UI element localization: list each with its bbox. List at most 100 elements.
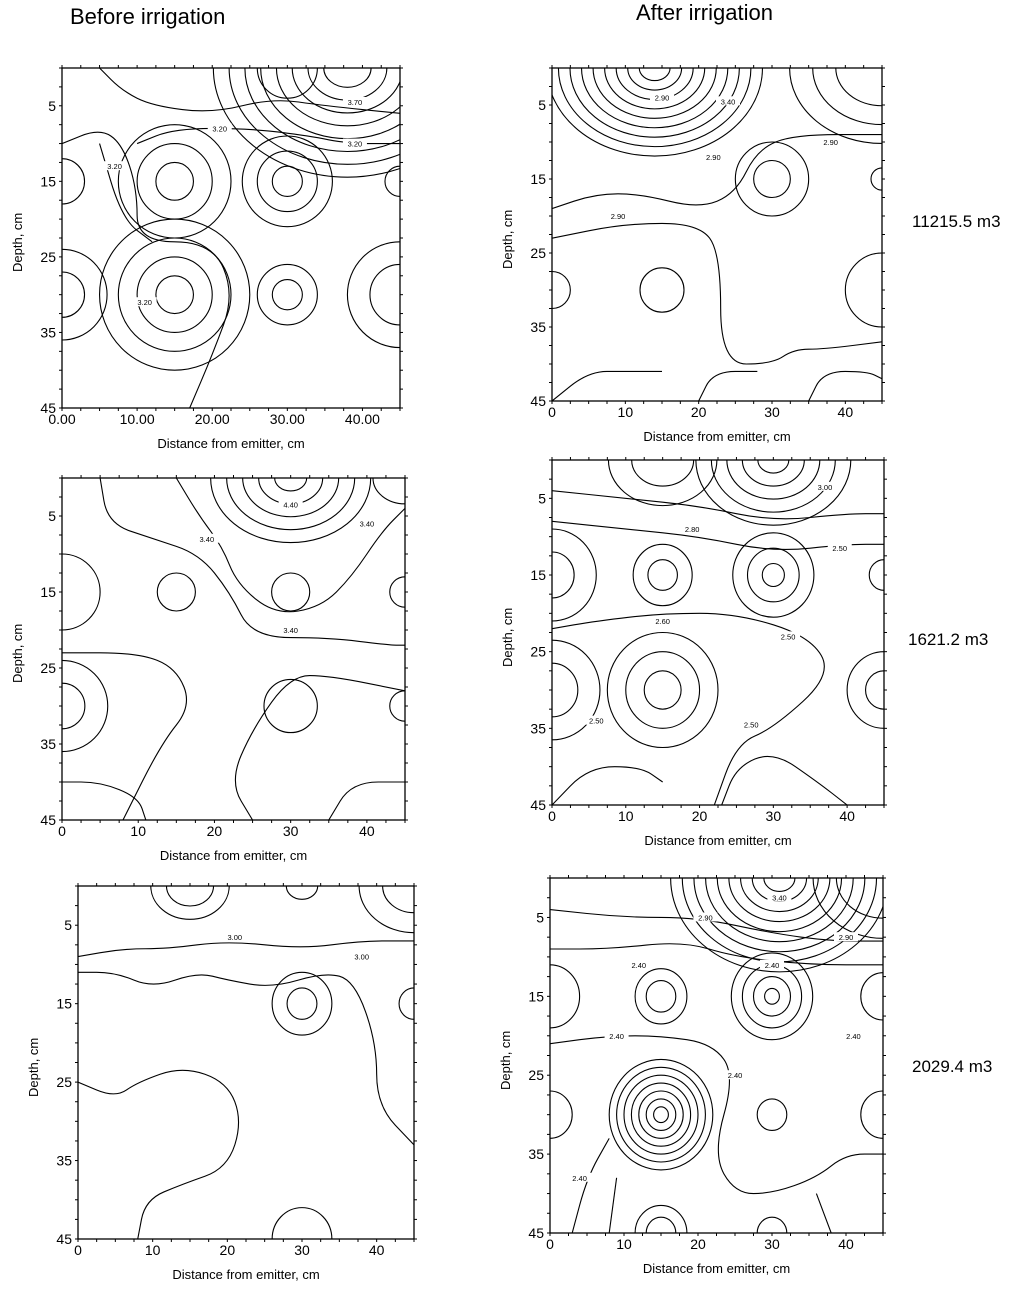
contour-plot: 3.70 3.20 3.20 3.20 3.20 0.00 10.00 20.00 30.00 4…: [40, 65, 403, 427]
isoline: [608, 1177, 618, 1233]
plot-frame: [551, 459, 885, 806]
x-tick-label: 10: [145, 1242, 161, 1258]
isoline: [569, 68, 740, 138]
y-tick-label: 5: [538, 490, 546, 506]
isoline: [117, 124, 232, 239]
x-tick-label: 0: [74, 1242, 82, 1258]
isoline: [741, 460, 805, 487]
isoline: [571, 1138, 610, 1233]
isoline: [156, 572, 196, 612]
isoline: [604, 68, 706, 110]
isoline: [606, 631, 719, 749]
x-tick-label: 10: [616, 1236, 632, 1252]
contour-label: 4.40: [283, 501, 298, 510]
isoline: [285, 886, 319, 900]
isoline: [844, 252, 882, 328]
isoline: [695, 460, 852, 526]
isoline: [552, 612, 825, 805]
contour-label: 3.00: [818, 483, 833, 492]
isoline: [645, 980, 677, 1013]
x-tick-label: 20: [691, 404, 707, 420]
isoline: [730, 952, 814, 1041]
y-tick-label: 45: [40, 812, 56, 828]
contour-label: 2.90: [823, 138, 838, 147]
isoline: [242, 478, 340, 518]
contour-plot: 4.40 3.40 3.40 3.40 0 10 20 30 40 5 15 25 35 45: [40, 475, 408, 839]
isoline: [627, 68, 683, 91]
isoline: [384, 165, 400, 197]
x-tick-label: 20: [207, 823, 223, 839]
isoline: [552, 639, 601, 741]
isolines: [62, 478, 405, 820]
contour-label: 3.20: [137, 298, 152, 307]
y-axis-label: Depth, cm: [10, 212, 25, 272]
contour-label: 3.40: [200, 535, 215, 544]
y-tick-label: 35: [40, 736, 56, 752]
y-axis-label: Depth, cm: [500, 209, 515, 269]
isoline: [263, 678, 318, 734]
isoline: [552, 528, 597, 622]
isoline: [607, 460, 718, 507]
isoline: [638, 1090, 684, 1139]
contour-label: 2.90: [706, 153, 721, 162]
isoline: [846, 651, 884, 729]
isoline: [62, 781, 147, 820]
contour-label: 2.90: [698, 913, 713, 922]
y-tick-label: 15: [40, 173, 56, 189]
contour-panel-after-1: 2.90 3.40 2.90 2.90 2.90 0 10 20 30 40 5 15 25 35 45 Di…: [500, 65, 885, 444]
x-tick-label: 10: [618, 808, 634, 824]
isoline: [78, 971, 414, 1146]
isoline: [741, 964, 803, 1029]
y-axis-label: Depth, cm: [26, 1037, 41, 1097]
x-axis-label: Distance from emitter, cm: [644, 833, 792, 848]
isoline: [234, 675, 405, 820]
contour-label: 3.40: [772, 894, 787, 903]
isoline: [761, 562, 785, 588]
isoline: [647, 559, 678, 591]
isoline: [753, 159, 791, 199]
x-tick-label: 10: [130, 823, 146, 839]
y-axis-label: Depth, cm: [500, 607, 515, 667]
isoline: [271, 279, 303, 311]
x-tick-label: 40: [359, 823, 375, 839]
isoline: [155, 161, 194, 201]
contour-label: 3.00: [354, 953, 369, 962]
isoline: [241, 135, 333, 228]
contour-label: 2.40: [728, 1071, 743, 1080]
x-tick-label: 20: [220, 1242, 236, 1258]
x-tick-label: 40: [839, 808, 855, 824]
isoline: [693, 878, 866, 953]
x-tick-label: 30: [294, 1242, 310, 1258]
row-label-2: 1621.2 m3: [908, 630, 989, 649]
x-tick-label: 20: [690, 1236, 706, 1252]
contour-plot: 3.00 3.00 0 10 20 30 40 5 15 25 35 45: [56, 883, 417, 1258]
y-axis-label: Depth, cm: [10, 623, 25, 683]
isoline: [62, 659, 109, 753]
isoline: [756, 1216, 788, 1233]
y-tick-label: 5: [48, 98, 56, 114]
isoline: [271, 971, 333, 1036]
isoline: [165, 886, 215, 907]
isoline: [592, 68, 717, 119]
isoline: [752, 976, 792, 1017]
isoline: [550, 1035, 883, 1195]
contour-label: 2.90: [655, 94, 670, 103]
isoline: [62, 652, 188, 820]
isoline: [705, 878, 854, 943]
y-tick-label: 25: [56, 1074, 72, 1090]
contour-label: 2.50: [744, 721, 759, 730]
isoline: [757, 460, 790, 474]
isoline: [645, 1216, 677, 1233]
isoline: [732, 532, 815, 618]
isolines: [78, 886, 414, 1239]
isoline: [552, 370, 662, 401]
x-tick-label: 40: [838, 1236, 854, 1252]
isoline: [645, 1098, 677, 1131]
y-tick-label: 35: [528, 1146, 544, 1162]
x-tick-label: 40.00: [345, 411, 380, 427]
y-tick-label: 35: [56, 1153, 72, 1169]
isoline: [62, 158, 86, 205]
isoline: [552, 490, 884, 520]
isoline: [808, 370, 882, 401]
isoline: [557, 68, 752, 148]
